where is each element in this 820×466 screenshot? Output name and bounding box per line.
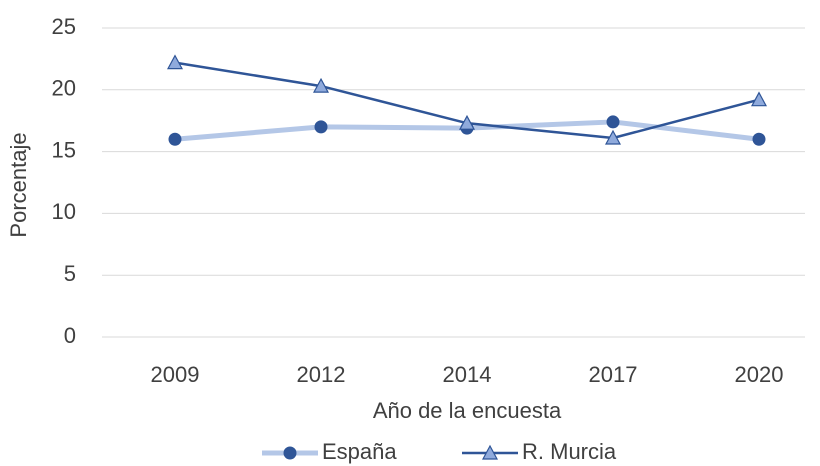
- marker: [166, 54, 184, 70]
- marker: [312, 77, 330, 93]
- legend-label: R. Murcia: [522, 439, 617, 464]
- y-tick-label: 5: [64, 261, 76, 286]
- y-tick-label: 20: [52, 76, 76, 101]
- y-tick-label: 25: [52, 14, 76, 39]
- marker: [752, 132, 766, 146]
- legend-label: España: [322, 439, 397, 464]
- x-tick-label: 2014: [443, 362, 492, 387]
- marker: [750, 91, 768, 107]
- y-tick-label: 10: [52, 199, 76, 224]
- y-axis-title: Porcentaje: [6, 132, 31, 237]
- x-tick-label: 2017: [589, 362, 638, 387]
- y-tick-label: 0: [64, 323, 76, 348]
- marker: [606, 115, 620, 129]
- y-tick-label: 15: [52, 137, 76, 162]
- x-tick-label: 2009: [151, 362, 200, 387]
- marker: [481, 444, 499, 460]
- x-tick-label: 2012: [297, 362, 346, 387]
- x-tick-label: 2020: [735, 362, 784, 387]
- marker: [283, 446, 297, 460]
- marker: [458, 114, 476, 130]
- x-axis-title: Año de la encuesta: [373, 398, 562, 423]
- marker: [604, 129, 622, 145]
- marker: [168, 132, 182, 146]
- marker: [314, 120, 328, 134]
